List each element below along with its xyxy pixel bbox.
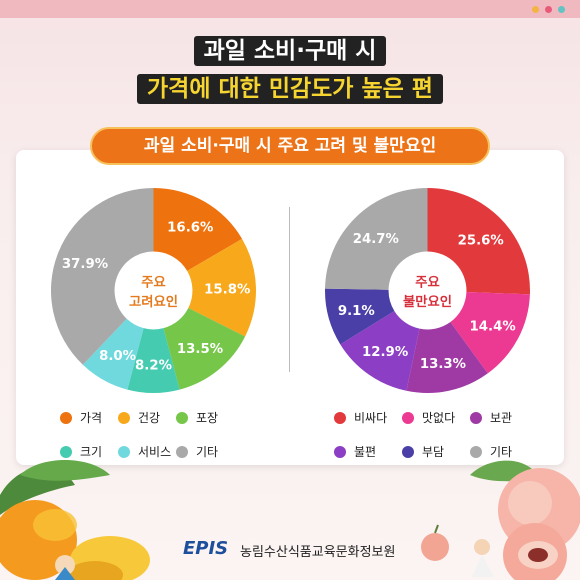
legend-swatch-icon: [470, 412, 482, 424]
center-label-line-2: 불만요인: [403, 293, 452, 310]
legend-swatch-icon: [118, 412, 130, 424]
legend-swatch-icon: [402, 446, 414, 458]
legend-swatch-icon: [402, 412, 414, 424]
section-banner: 과일 소비·구매 시 주요 고려 및 불만요인: [90, 127, 490, 165]
slice-value-label: 9.1%: [338, 304, 375, 319]
mango-illustration-icon: [0, 460, 150, 580]
slice-value-label: 25.6%: [458, 233, 504, 248]
banner-text: 과일 소비·구매 시 주요 고려 및 불만요인: [143, 136, 437, 156]
donut-slice: [163, 307, 246, 390]
slice-value-label: 12.9%: [362, 345, 408, 360]
yellow-dot-icon: [532, 6, 539, 13]
legend-label: 비싸다: [354, 411, 388, 425]
donut-slice: [153, 188, 243, 271]
legend-swatch-icon: [334, 412, 346, 424]
title-line-1: 과일 소비·구매 시: [193, 36, 387, 66]
donut-slice: [325, 188, 428, 290]
slice-value-label: 16.6%: [167, 221, 213, 236]
chart-divider: [289, 207, 290, 372]
legend-label: 서비스: [138, 445, 172, 459]
epis-logo: EPIS: [183, 538, 229, 559]
organization-name: 농림수산식품교육문화정보원: [240, 545, 396, 560]
legend-label: 보관: [490, 411, 513, 425]
donut-slice: [340, 310, 420, 391]
legend-swatch-icon: [470, 446, 482, 458]
legend-swatch-icon: [60, 412, 72, 424]
donut-slice: [127, 328, 180, 393]
legend-swatch-icon: [176, 412, 188, 424]
title-line-1-box: 과일 소비·구매 시: [0, 36, 580, 66]
legend-swatch-icon: [334, 446, 346, 458]
peach-illustration-icon: [421, 460, 580, 580]
top-bar: [0, 0, 580, 18]
donut-slice: [82, 318, 144, 390]
donut-slice: [450, 291, 530, 374]
legend-label: 맛없다: [422, 411, 456, 425]
slice-value-label: 13.3%: [420, 357, 466, 372]
center-label-line-1: 주요: [415, 274, 440, 290]
slice-value-label: 8.2%: [135, 358, 172, 373]
slice-value-label: 13.5%: [177, 342, 223, 357]
donut-slice: [51, 188, 154, 365]
title-line-2: 가격에 대한 민감도가 높은 편: [137, 74, 443, 104]
center-label-line-2: 고려요인: [129, 293, 178, 310]
donut-slice: [427, 188, 530, 295]
donut-slice: [325, 288, 395, 345]
legend-label: 포장: [196, 411, 219, 425]
legend-label: 크기: [80, 445, 103, 459]
center-label-line-1: 주요: [141, 274, 166, 290]
legend-swatch-icon: [118, 446, 130, 458]
legend-label: 기타: [196, 445, 219, 459]
slice-value-label: 14.4%: [470, 319, 516, 334]
legend-label: 기타: [490, 445, 513, 459]
legend-label: 건강: [138, 411, 161, 425]
legend-label: 가격: [80, 411, 103, 425]
slice-value-label: 15.8%: [204, 282, 250, 297]
teal-dot-icon: [558, 6, 565, 13]
title-line-2-box: 가격에 대한 민감도가 높은 편: [0, 74, 580, 104]
donut-slice: [187, 238, 256, 337]
slice-value-label: 24.7%: [353, 232, 399, 247]
pink-dot-icon: [545, 6, 552, 13]
legend-swatch-icon: [176, 446, 188, 458]
legend-label: 부담: [422, 445, 445, 459]
slice-value-label: 37.9%: [62, 257, 108, 272]
slice-value-label: 8.0%: [99, 349, 136, 364]
legend-swatch-icon: [60, 446, 72, 458]
donut-slice: [406, 322, 488, 393]
legend-label: 불편: [354, 445, 377, 459]
